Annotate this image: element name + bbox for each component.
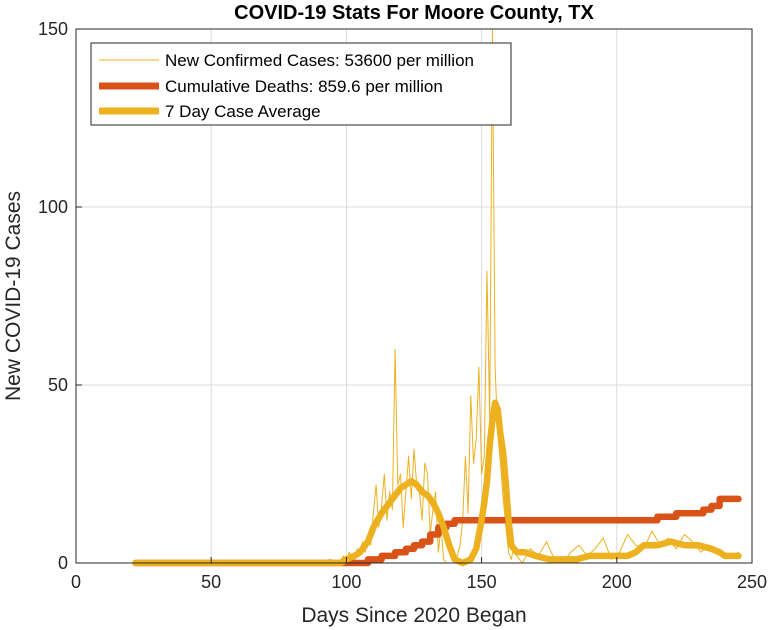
x-tick-label: 200	[602, 572, 632, 592]
y-tick-label: 150	[38, 19, 68, 39]
tick-marks	[75, 28, 753, 564]
series-line-7-day-average	[132, 399, 742, 567]
x-tick-labels: 0 50 100 150 200 250	[71, 572, 767, 592]
y-tick-label: 0	[58, 553, 68, 573]
y-tick-labels: 0 50 100 150	[38, 19, 68, 573]
plot-box	[75, 28, 753, 564]
legend-label-cumulative-deaths: Cumulative Deaths: 859.6 per million	[165, 77, 443, 96]
legend-label-7-day-average: 7 Day Case Average	[165, 102, 321, 121]
chart-title: COVID-19 Stats For Moore County, TX	[234, 2, 594, 24]
x-tick-label: 150	[467, 572, 497, 592]
legend: New Confirmed Cases: 53600 per million C…	[90, 42, 512, 126]
y-tick-label: 100	[38, 197, 68, 217]
x-tick-label: 0	[71, 572, 81, 592]
x-axis-label: Days Since 2020 Began	[301, 604, 526, 627]
legend-label-new-cases: New Confirmed Cases: 53600 per million	[165, 51, 474, 70]
x-tick-label: 50	[201, 572, 221, 592]
y-axis-label: New COVID-19 Cases	[2, 191, 25, 401]
series-layer	[132, 28, 742, 567]
legend-box	[90, 42, 512, 126]
y-tick-label: 50	[48, 375, 68, 395]
x-tick-label: 100	[331, 572, 361, 592]
x-tick-label: 250	[737, 572, 767, 592]
